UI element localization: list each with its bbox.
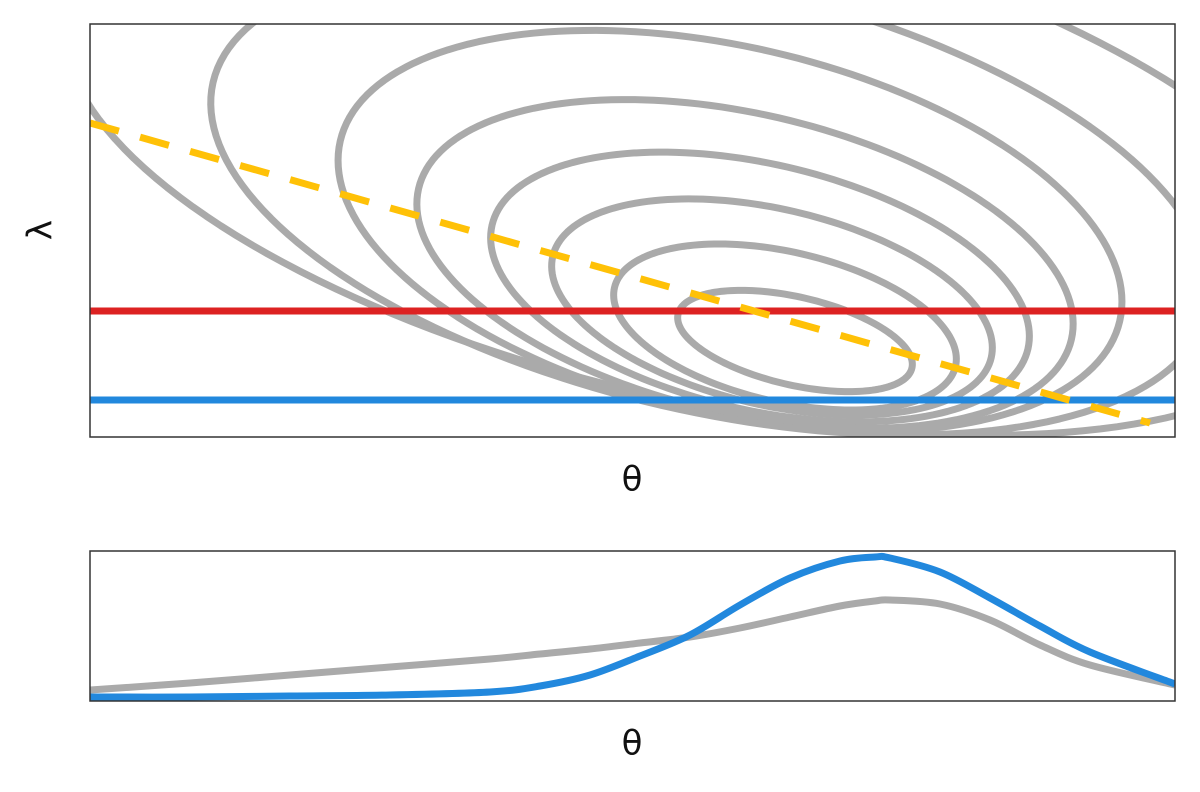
- contour-line: [334, 26, 1126, 436]
- x-axis-label: θ: [622, 724, 643, 764]
- x-axis-label: θ: [622, 460, 643, 500]
- contour-line: [610, 240, 960, 414]
- contour-line: [90, 24, 1175, 437]
- density-curve: [90, 596, 1175, 694]
- dashed-line: [90, 119, 1151, 427]
- density-plot: [90, 552, 1175, 701]
- axes-frame: [89, 550, 1176, 702]
- density-curve: [90, 552, 1175, 701]
- contour-plot: [90, 24, 1175, 437]
- contour-line: [674, 286, 916, 396]
- y-axis-label: λ: [21, 220, 61, 240]
- contour-line: [487, 148, 1033, 426]
- axes-frame: [89, 23, 1176, 438]
